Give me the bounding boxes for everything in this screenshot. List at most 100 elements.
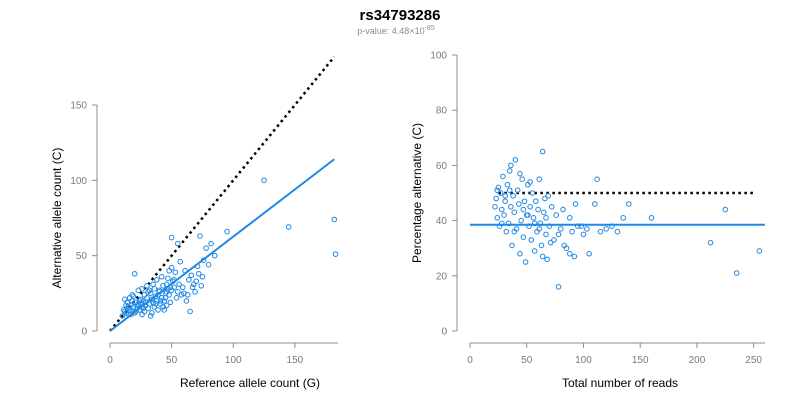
- right-x-tick-label: 100: [575, 355, 592, 366]
- left-data-point: [203, 245, 209, 251]
- right-data-point: [520, 234, 527, 240]
- left-data-point: [145, 289, 152, 295]
- right-data-point: [520, 206, 527, 213]
- right-data-point: [493, 195, 499, 202]
- left-data-point: [141, 292, 148, 298]
- right-data-point: [567, 215, 573, 221]
- left-data-point: [165, 275, 171, 282]
- right-x-tick-label: 250: [745, 355, 762, 366]
- right-y-tick-label: 20: [436, 271, 448, 282]
- left-data-point: [177, 258, 184, 265]
- right-y-tick-label: 40: [436, 216, 448, 227]
- right-data-point: [626, 201, 632, 207]
- right-data-point: [510, 192, 516, 199]
- right-data-point: [553, 212, 560, 218]
- right-data-point: [531, 248, 538, 254]
- right-y-tick-label: 60: [436, 161, 448, 172]
- panel-right: 0 50 100 150 200 250 0 20 40 60 80 100 Total number…: [410, 51, 765, 390]
- left-data-point: [154, 276, 160, 283]
- left-data-point: [184, 292, 191, 298]
- right-data-point: [518, 217, 524, 224]
- chart-title: rs34793286: [360, 7, 441, 24]
- left-data-point: [174, 240, 181, 247]
- right-data-point: [551, 237, 557, 243]
- right-data-point: [527, 179, 533, 185]
- left-data-point: [139, 311, 145, 318]
- left-data-point: [144, 283, 150, 289]
- left-data-point: [152, 301, 159, 307]
- left-data-point: [205, 261, 212, 268]
- left-data-point: [135, 287, 142, 294]
- left-data-point: [173, 295, 180, 301]
- left-data-point: [179, 284, 186, 291]
- right-data-point: [492, 204, 498, 210]
- left-data-point: [166, 267, 172, 274]
- right-data-point: [494, 215, 501, 221]
- right-data-point: [584, 226, 590, 232]
- right-data-point: [561, 242, 567, 249]
- left-data-point: [211, 252, 218, 259]
- right-data-point: [512, 157, 519, 163]
- left-x-tick-label: 100: [225, 355, 242, 366]
- left-data-point: [191, 281, 197, 288]
- right-data-point: [569, 228, 575, 235]
- left-y-tick-label: 50: [76, 251, 88, 262]
- right-data-point: [545, 192, 552, 199]
- right-x-tick-label: 50: [521, 355, 533, 366]
- left-data-point: [197, 233, 203, 239]
- right-data-point: [536, 226, 543, 232]
- left-x-tick-label: 150: [287, 355, 304, 366]
- right-data-point: [555, 284, 562, 290]
- left-data-point: [160, 304, 166, 310]
- left-data-point: [167, 299, 174, 306]
- left-data-point: [187, 308, 193, 315]
- right-data-point: [519, 176, 525, 182]
- left-data-point: [131, 270, 138, 277]
- left-data-point: [261, 177, 267, 184]
- right-y-tick-label: 80: [436, 106, 448, 117]
- left-data-point: [147, 313, 154, 319]
- left-data-point: [188, 272, 195, 279]
- left-data-point: [332, 251, 339, 257]
- right-data-point: [535, 206, 541, 213]
- right-data-point: [525, 212, 531, 218]
- left-data-point: [331, 216, 338, 223]
- left-data-point: [176, 281, 182, 288]
- right-ticks: 0 50 100 150 200 250 0 20 40 60 80 100: [430, 51, 762, 367]
- left-data-point: [119, 313, 126, 319]
- left-data-point: [146, 287, 153, 294]
- right-data-point: [543, 231, 549, 238]
- right-data-point: [620, 215, 626, 221]
- right-data-point: [511, 209, 518, 216]
- left-ticks: 0 50 100 150 0 50 100 150: [70, 101, 303, 367]
- left-x-axis-title: Reference allele count (G): [180, 376, 320, 390]
- left-data-point: [171, 284, 177, 291]
- right-data-point: [536, 176, 543, 182]
- right-data-point: [603, 226, 609, 232]
- right-data-point: [527, 204, 533, 210]
- left-y-tick-label: 100: [70, 176, 87, 187]
- left-data-point: [145, 305, 152, 312]
- right-data-point: [529, 190, 536, 196]
- left-data-point: [193, 278, 200, 285]
- left-data-point: [151, 286, 158, 292]
- left-data-point: [154, 298, 160, 304]
- left-data-point: [149, 296, 155, 303]
- right-data-point: [495, 184, 502, 191]
- left-data-point: [157, 298, 164, 304]
- right-data-point: [547, 239, 554, 246]
- left-data-point: [192, 289, 198, 295]
- left-data-point: [186, 276, 192, 283]
- right-data-point: [614, 228, 621, 235]
- right-data-point: [521, 198, 528, 205]
- right-data-point: [509, 242, 515, 249]
- right-data-point: [542, 195, 548, 202]
- left-data-point: [133, 308, 139, 315]
- right-data-point: [722, 206, 729, 213]
- left-data-point: [208, 240, 214, 247]
- right-data-point: [544, 256, 550, 263]
- right-data-point: [515, 201, 522, 207]
- left-data-point: [183, 298, 190, 304]
- right-data-point: [648, 215, 655, 221]
